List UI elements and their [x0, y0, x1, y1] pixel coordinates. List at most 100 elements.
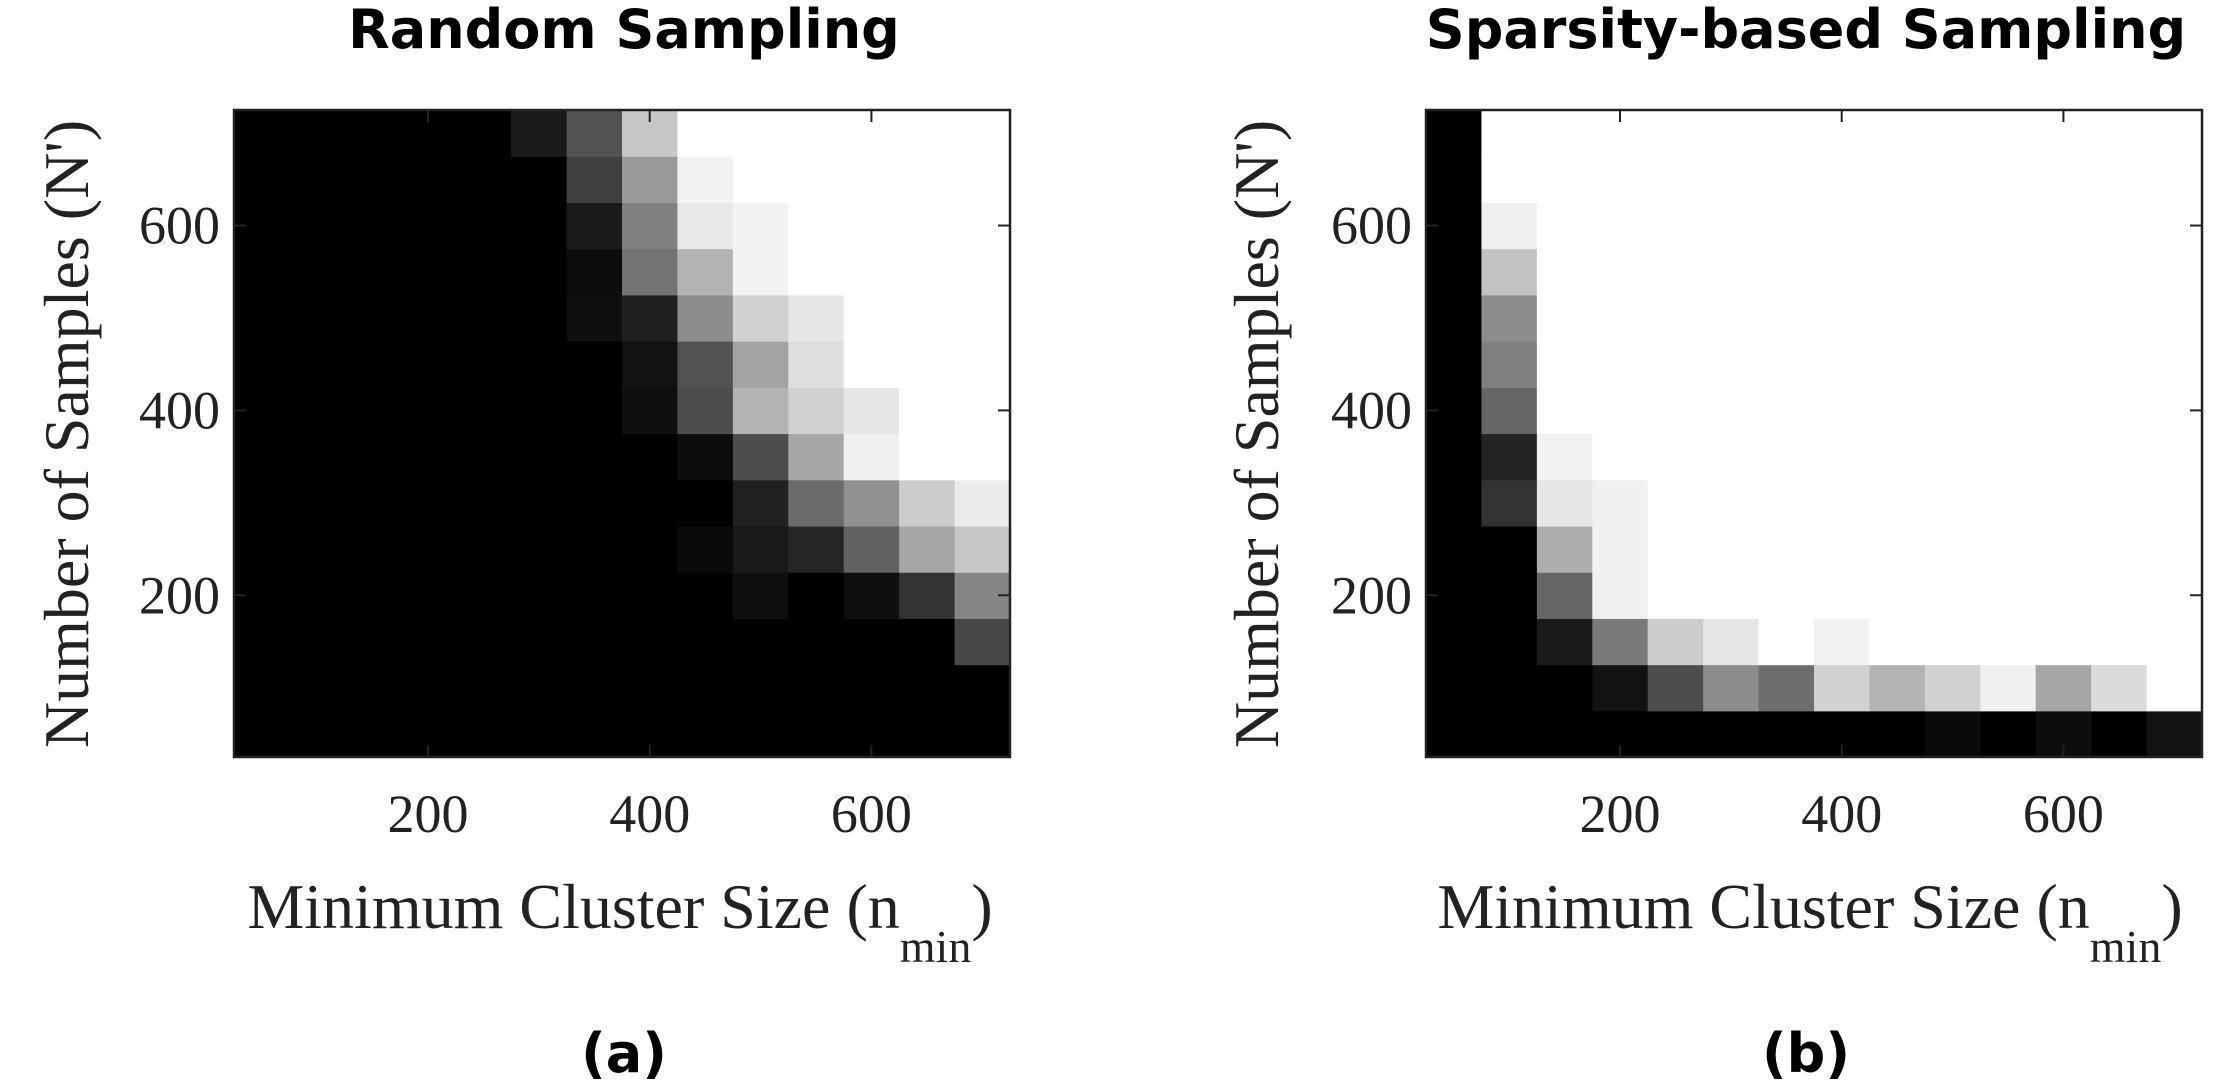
heat-cell-1-6-3	[1592, 433, 1649, 481]
heat-cell-1-0-5	[1703, 710, 1760, 758]
heat-cell-1-8-8	[1869, 341, 1926, 388]
heat-cell-1-6-12	[2091, 433, 2148, 481]
heat-cell-0-9-12	[899, 294, 956, 342]
heat-cell-1-1-12	[2091, 664, 2148, 712]
heat-cell-0-13-10	[788, 110, 845, 157]
heat-cell-0-13-13	[954, 110, 1011, 157]
ytick-label-1-2: 600	[1331, 196, 1412, 256]
panel-a-ticks: 200 400 600 200 400 600	[139, 110, 1010, 844]
heat-cell-1-3-4	[1647, 572, 1704, 619]
heat-cell-0-2-7	[622, 618, 679, 666]
heat-cell-1-12-13	[2146, 156, 2203, 204]
heat-cell-1-11-8	[1869, 202, 1926, 250]
heat-cell-1-9-6	[1758, 294, 1815, 342]
ytick-label-0-1: 400	[139, 380, 220, 440]
heat-cell-0-10-2	[344, 248, 401, 296]
ytick-label-1-0: 200	[1331, 565, 1412, 625]
heat-cell-1-2-5	[1703, 618, 1760, 666]
heat-cell-1-11-11	[2035, 202, 2092, 250]
heat-cell-1-13-9	[1924, 110, 1981, 157]
heat-cell-1-0-0	[1426, 710, 1483, 758]
heat-cell-0-9-8	[677, 294, 734, 342]
heat-cell-0-11-2	[344, 202, 401, 250]
heat-cell-0-10-7	[622, 248, 679, 296]
panel-b-xlabel-sub: min	[2090, 921, 2162, 972]
heat-cell-1-12-11	[2035, 156, 2092, 204]
heat-cell-0-5-3	[400, 479, 457, 527]
xtick-label-0-2: 600	[831, 784, 912, 844]
heat-cell-0-5-2	[344, 479, 401, 527]
heat-cell-0-5-12	[899, 479, 956, 527]
heat-cell-0-7-1	[289, 387, 346, 435]
heat-cell-1-11-5	[1703, 202, 1760, 250]
heat-cell-1-7-9	[1924, 387, 1981, 435]
heat-cell-1-2-1	[1481, 618, 1538, 666]
heat-cell-0-2-1	[289, 618, 346, 666]
heat-cell-1-5-6	[1758, 479, 1815, 527]
heat-cell-1-10-2	[1536, 248, 1593, 296]
heat-cell-1-12-4	[1647, 156, 1704, 204]
heat-cell-0-12-4	[455, 156, 512, 204]
heat-cell-1-4-7	[1814, 525, 1871, 573]
panel-a-title: Random Sampling	[348, 0, 900, 61]
heat-cell-1-6-10	[1980, 433, 2037, 481]
heat-cell-1-8-13	[2146, 341, 2203, 388]
heat-cell-0-1-6	[566, 664, 623, 712]
heat-cell-1-10-12	[2091, 248, 2148, 296]
heat-cell-1-9-8	[1869, 294, 1926, 342]
heat-cell-1-9-11	[2035, 294, 2092, 342]
heat-cell-1-3-8	[1869, 572, 1926, 619]
heat-cell-1-6-8	[1869, 433, 1926, 481]
heat-cell-1-13-2	[1536, 110, 1593, 157]
heat-cell-1-2-11	[2035, 618, 2092, 666]
heat-cell-0-11-11	[843, 202, 900, 250]
panel-b-label: (b)	[1762, 1022, 1850, 1085]
heat-cell-0-13-4	[455, 110, 512, 157]
heat-cell-1-10-7	[1814, 248, 1871, 296]
heat-cell-1-8-10	[1980, 341, 2037, 388]
heat-cell-0-5-1	[289, 479, 346, 527]
heat-cell-0-11-4	[455, 202, 512, 250]
heat-cell-0-0-6	[566, 710, 623, 758]
heat-cell-1-6-6	[1758, 433, 1815, 481]
heat-cell-1-2-6	[1758, 618, 1815, 666]
heat-cell-1-2-3	[1592, 618, 1649, 666]
heat-cell-0-12-9	[732, 156, 789, 204]
heat-cell-0-10-9	[732, 248, 789, 296]
heat-cell-0-5-6	[566, 479, 623, 527]
panel-a-xlabel-close: )	[971, 871, 992, 942]
heat-cell-0-12-10	[788, 156, 845, 204]
heat-cell-1-8-6	[1758, 341, 1815, 388]
heat-cell-0-0-8	[677, 710, 734, 758]
heat-cell-1-7-2	[1536, 387, 1593, 435]
heat-cell-1-3-6	[1758, 572, 1815, 619]
heat-cell-1-2-10	[1980, 618, 2037, 666]
heat-cell-0-6-0	[234, 433, 291, 481]
heat-cell-0-11-9	[732, 202, 789, 250]
panel-b-ylabel: Number of Samples (N')	[1221, 120, 1292, 748]
heat-cell-0-12-6	[566, 156, 623, 204]
heat-cell-1-1-10	[1980, 664, 2037, 712]
heat-cell-1-1-9	[1924, 664, 1981, 712]
heat-cell-0-2-0	[234, 618, 291, 666]
heat-cell-0-13-2	[344, 110, 401, 157]
heat-cell-0-12-3	[400, 156, 457, 204]
heat-cell-0-0-2	[344, 710, 401, 758]
heat-cell-1-0-6	[1758, 710, 1815, 758]
heat-cell-1-7-7	[1814, 387, 1871, 435]
heat-cell-1-0-10	[1980, 710, 2037, 758]
panel-b-xlabel: Minimum Cluster Size (nmin)	[1437, 871, 2182, 972]
heat-cell-1-8-9	[1924, 341, 1981, 388]
heat-cell-1-1-6	[1758, 664, 1815, 712]
heat-cell-0-10-1	[289, 248, 346, 296]
heat-cell-1-3-1	[1481, 572, 1538, 619]
heat-cell-1-12-8	[1869, 156, 1926, 204]
heat-cell-1-11-3	[1592, 202, 1649, 250]
heat-cell-0-6-5	[511, 433, 568, 481]
heat-cell-1-5-9	[1924, 479, 1981, 527]
heat-cell-0-3-10	[788, 572, 845, 619]
panel-b-frame	[1424, 108, 2204, 759]
heat-cell-0-6-10	[788, 433, 845, 481]
heat-cell-0-6-13	[954, 433, 1011, 481]
heat-cell-1-7-8	[1869, 387, 1926, 435]
